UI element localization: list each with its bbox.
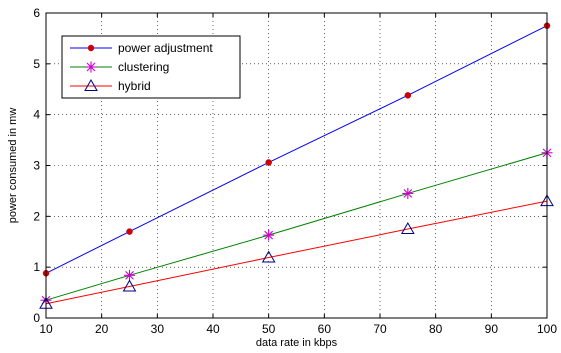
- legend: power adjustment clustering hybrid: [61, 35, 241, 99]
- y-axis-label: power consumed in mw: [7, 108, 19, 224]
- y-tick-label: 4: [33, 108, 40, 122]
- legend-marker-shape: [84, 78, 98, 91]
- x-tick-label: 40: [206, 322, 220, 336]
- legend-label-power-adjustment: power adjustment: [118, 41, 213, 55]
- x-tick-label: 80: [429, 322, 443, 336]
- legend-marker: [84, 78, 98, 91]
- x-tick-label: 30: [151, 322, 165, 336]
- y-tick-label: 0: [33, 311, 40, 325]
- legend-marker-shape: [87, 44, 95, 52]
- axis-ticks: 10 20 30 40 50 60 70 80 90 100 0 1 2 3 4 5 6: [33, 6, 557, 336]
- x-tick-label: 100: [537, 322, 557, 336]
- legend-label-clustering: clustering: [118, 60, 169, 74]
- series-lines: [39, 22, 554, 309]
- data-point: [122, 279, 137, 292]
- series-power-adjustment: [42, 22, 551, 277]
- legend-marker: [87, 44, 95, 52]
- asterisk-stroke: [125, 270, 134, 280]
- x-tick-label: 10: [39, 322, 53, 336]
- data-point: [400, 222, 415, 235]
- asterisk-stroke: [86, 62, 96, 72]
- legend-marker: [85, 61, 97, 73]
- data-point: [265, 159, 272, 166]
- series-hybrid: [39, 194, 554, 309]
- data-point: [126, 228, 133, 235]
- data-point: [263, 229, 275, 241]
- x-tick-label: 70: [373, 322, 387, 336]
- y-tick-label: 3: [33, 159, 40, 173]
- y-tick-label: 1: [33, 260, 40, 274]
- legend-entry-hybrid: hybrid: [70, 78, 151, 93]
- y-tick-label: 6: [33, 6, 40, 20]
- x-tick-label: 60: [318, 322, 332, 336]
- series-line: [45, 200, 548, 305]
- data-point: [404, 92, 412, 99]
- x-tick-label: 50: [262, 322, 276, 336]
- legend-label-hybrid: hybrid: [118, 79, 151, 93]
- x-tick-label: 20: [95, 322, 109, 336]
- asterisk-stroke: [264, 230, 274, 240]
- asterisk-stroke: [403, 189, 413, 198]
- x-axis-label: data rate in kbps: [256, 337, 338, 349]
- legend-entry-clustering: clustering: [70, 60, 169, 74]
- legend-entry-power-adjustment: power adjustment: [70, 41, 213, 55]
- y-tick-label: 2: [33, 209, 40, 223]
- legend-marker-shape: [85, 61, 97, 73]
- y-tick-label: 5: [33, 57, 40, 71]
- data-point: [261, 250, 276, 263]
- data-point: [402, 187, 414, 199]
- x-tick-label: 90: [485, 322, 499, 336]
- data-point: [124, 269, 135, 281]
